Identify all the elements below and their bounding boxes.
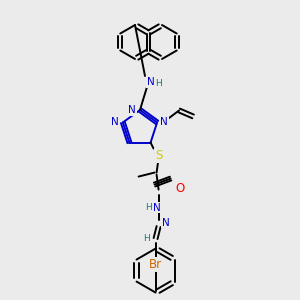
Text: N: N: [111, 117, 119, 128]
Text: H: H: [154, 79, 161, 88]
Text: O: O: [175, 182, 184, 195]
Text: N: N: [128, 105, 136, 115]
Text: H: H: [143, 234, 150, 243]
Text: N: N: [153, 202, 160, 213]
Text: N: N: [162, 218, 170, 228]
Text: S: S: [155, 149, 162, 162]
Text: Br: Br: [149, 258, 162, 271]
Text: N: N: [160, 117, 168, 128]
Text: N: N: [147, 77, 155, 87]
Text: H: H: [145, 203, 152, 212]
